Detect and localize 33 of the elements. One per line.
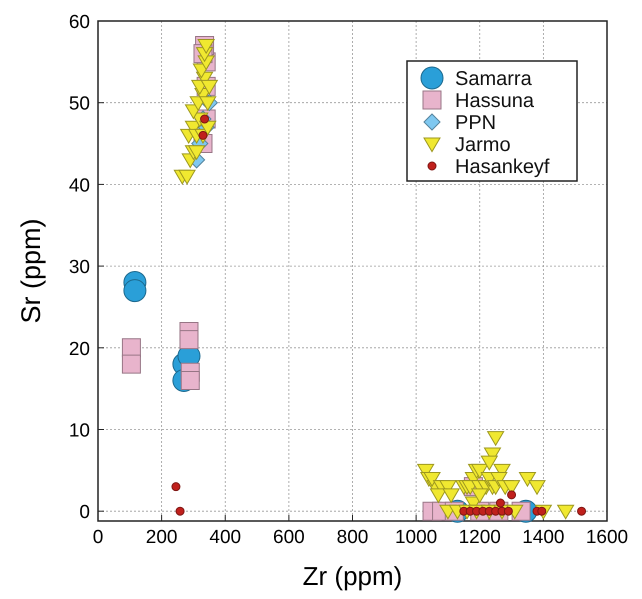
point — [180, 370, 200, 390]
x-tick-label: 1400 — [522, 527, 565, 548]
x-axis-title: Zr (ppm) — [302, 561, 402, 591]
x-tick-label: 1200 — [458, 527, 501, 548]
y-tick-label: 60 — [68, 12, 90, 33]
y-tick-label: 30 — [68, 257, 90, 278]
point — [496, 498, 505, 508]
y-axis-title: Sr (ppm) — [16, 218, 46, 324]
y-tick-label: 40 — [68, 175, 90, 196]
legend-label: Hassuna — [455, 90, 535, 112]
point — [176, 506, 185, 516]
legend-label: PPN — [455, 112, 496, 134]
x-tick-label: 200 — [146, 527, 178, 548]
point — [123, 279, 146, 302]
x-tick-label: 800 — [336, 527, 368, 548]
point — [179, 330, 198, 350]
x-tick-label: 0 — [92, 527, 104, 548]
point — [122, 354, 141, 374]
y-tick-label: 10 — [68, 420, 90, 442]
y-tick-label: 50 — [68, 94, 90, 115]
x-tick-label: 1000 — [394, 527, 438, 548]
y-tick-label: 20 — [68, 338, 90, 360]
x-tick-label: 600 — [273, 527, 305, 548]
legend-label: Samarra — [455, 68, 533, 90]
point — [507, 490, 516, 500]
legend-label: Hasankeyf — [455, 156, 550, 178]
point — [577, 506, 586, 516]
legend-label: Jarmo — [455, 134, 511, 156]
x-tick-label: 1600 — [586, 527, 628, 548]
y-tick-label: 0 — [79, 502, 90, 524]
point — [171, 482, 180, 492]
x-tick-label: 400 — [209, 527, 242, 548]
point — [504, 506, 513, 516]
